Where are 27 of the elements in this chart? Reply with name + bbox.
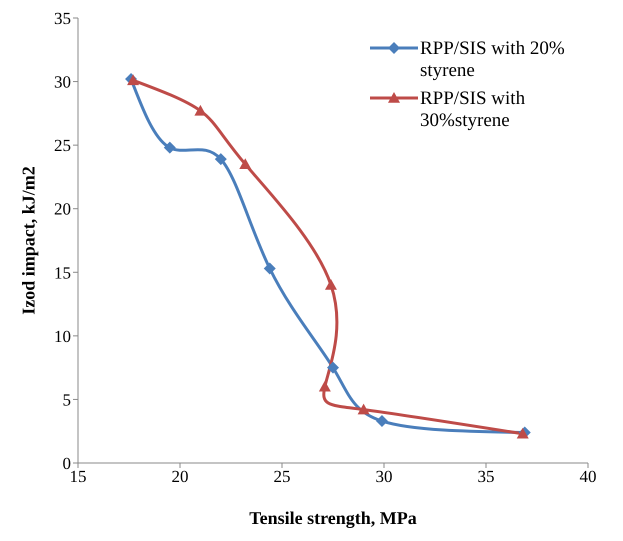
y-tick-label: 15 [54, 263, 71, 282]
y-tick-label: 25 [54, 136, 71, 156]
y-tick-label: 5 [62, 390, 71, 410]
point [214, 153, 227, 166]
x-tick-label: 35 [478, 467, 494, 486]
legend-label: RPP/SIS with 20% styrene [420, 38, 566, 82]
x-tick-label: 30 [376, 467, 392, 486]
y-axis-title: Izod impact, kJ/m2 [18, 166, 38, 315]
y-tick-label: 35 [54, 9, 71, 28]
y-tick-label: 0 [62, 454, 71, 474]
point [327, 362, 339, 374]
point [358, 404, 370, 414]
x-tick-label: 20 [172, 467, 188, 486]
point [324, 279, 337, 290]
y-tick-label: 20 [54, 200, 71, 219]
point [194, 104, 206, 116]
x-axis-title: Tensile strength, MPa [249, 508, 417, 528]
point [318, 380, 331, 392]
point [264, 262, 276, 274]
x-tick-label: 40 [580, 467, 596, 486]
point [376, 415, 388, 428]
legend-label: RPP/SIS with 30%styrene [420, 88, 526, 132]
y-tick-label: 10 [54, 326, 71, 346]
x-tick-label: 25 [274, 467, 290, 486]
y-tick-label: 30 [54, 72, 71, 92]
point [239, 158, 252, 170]
point [164, 142, 176, 154]
